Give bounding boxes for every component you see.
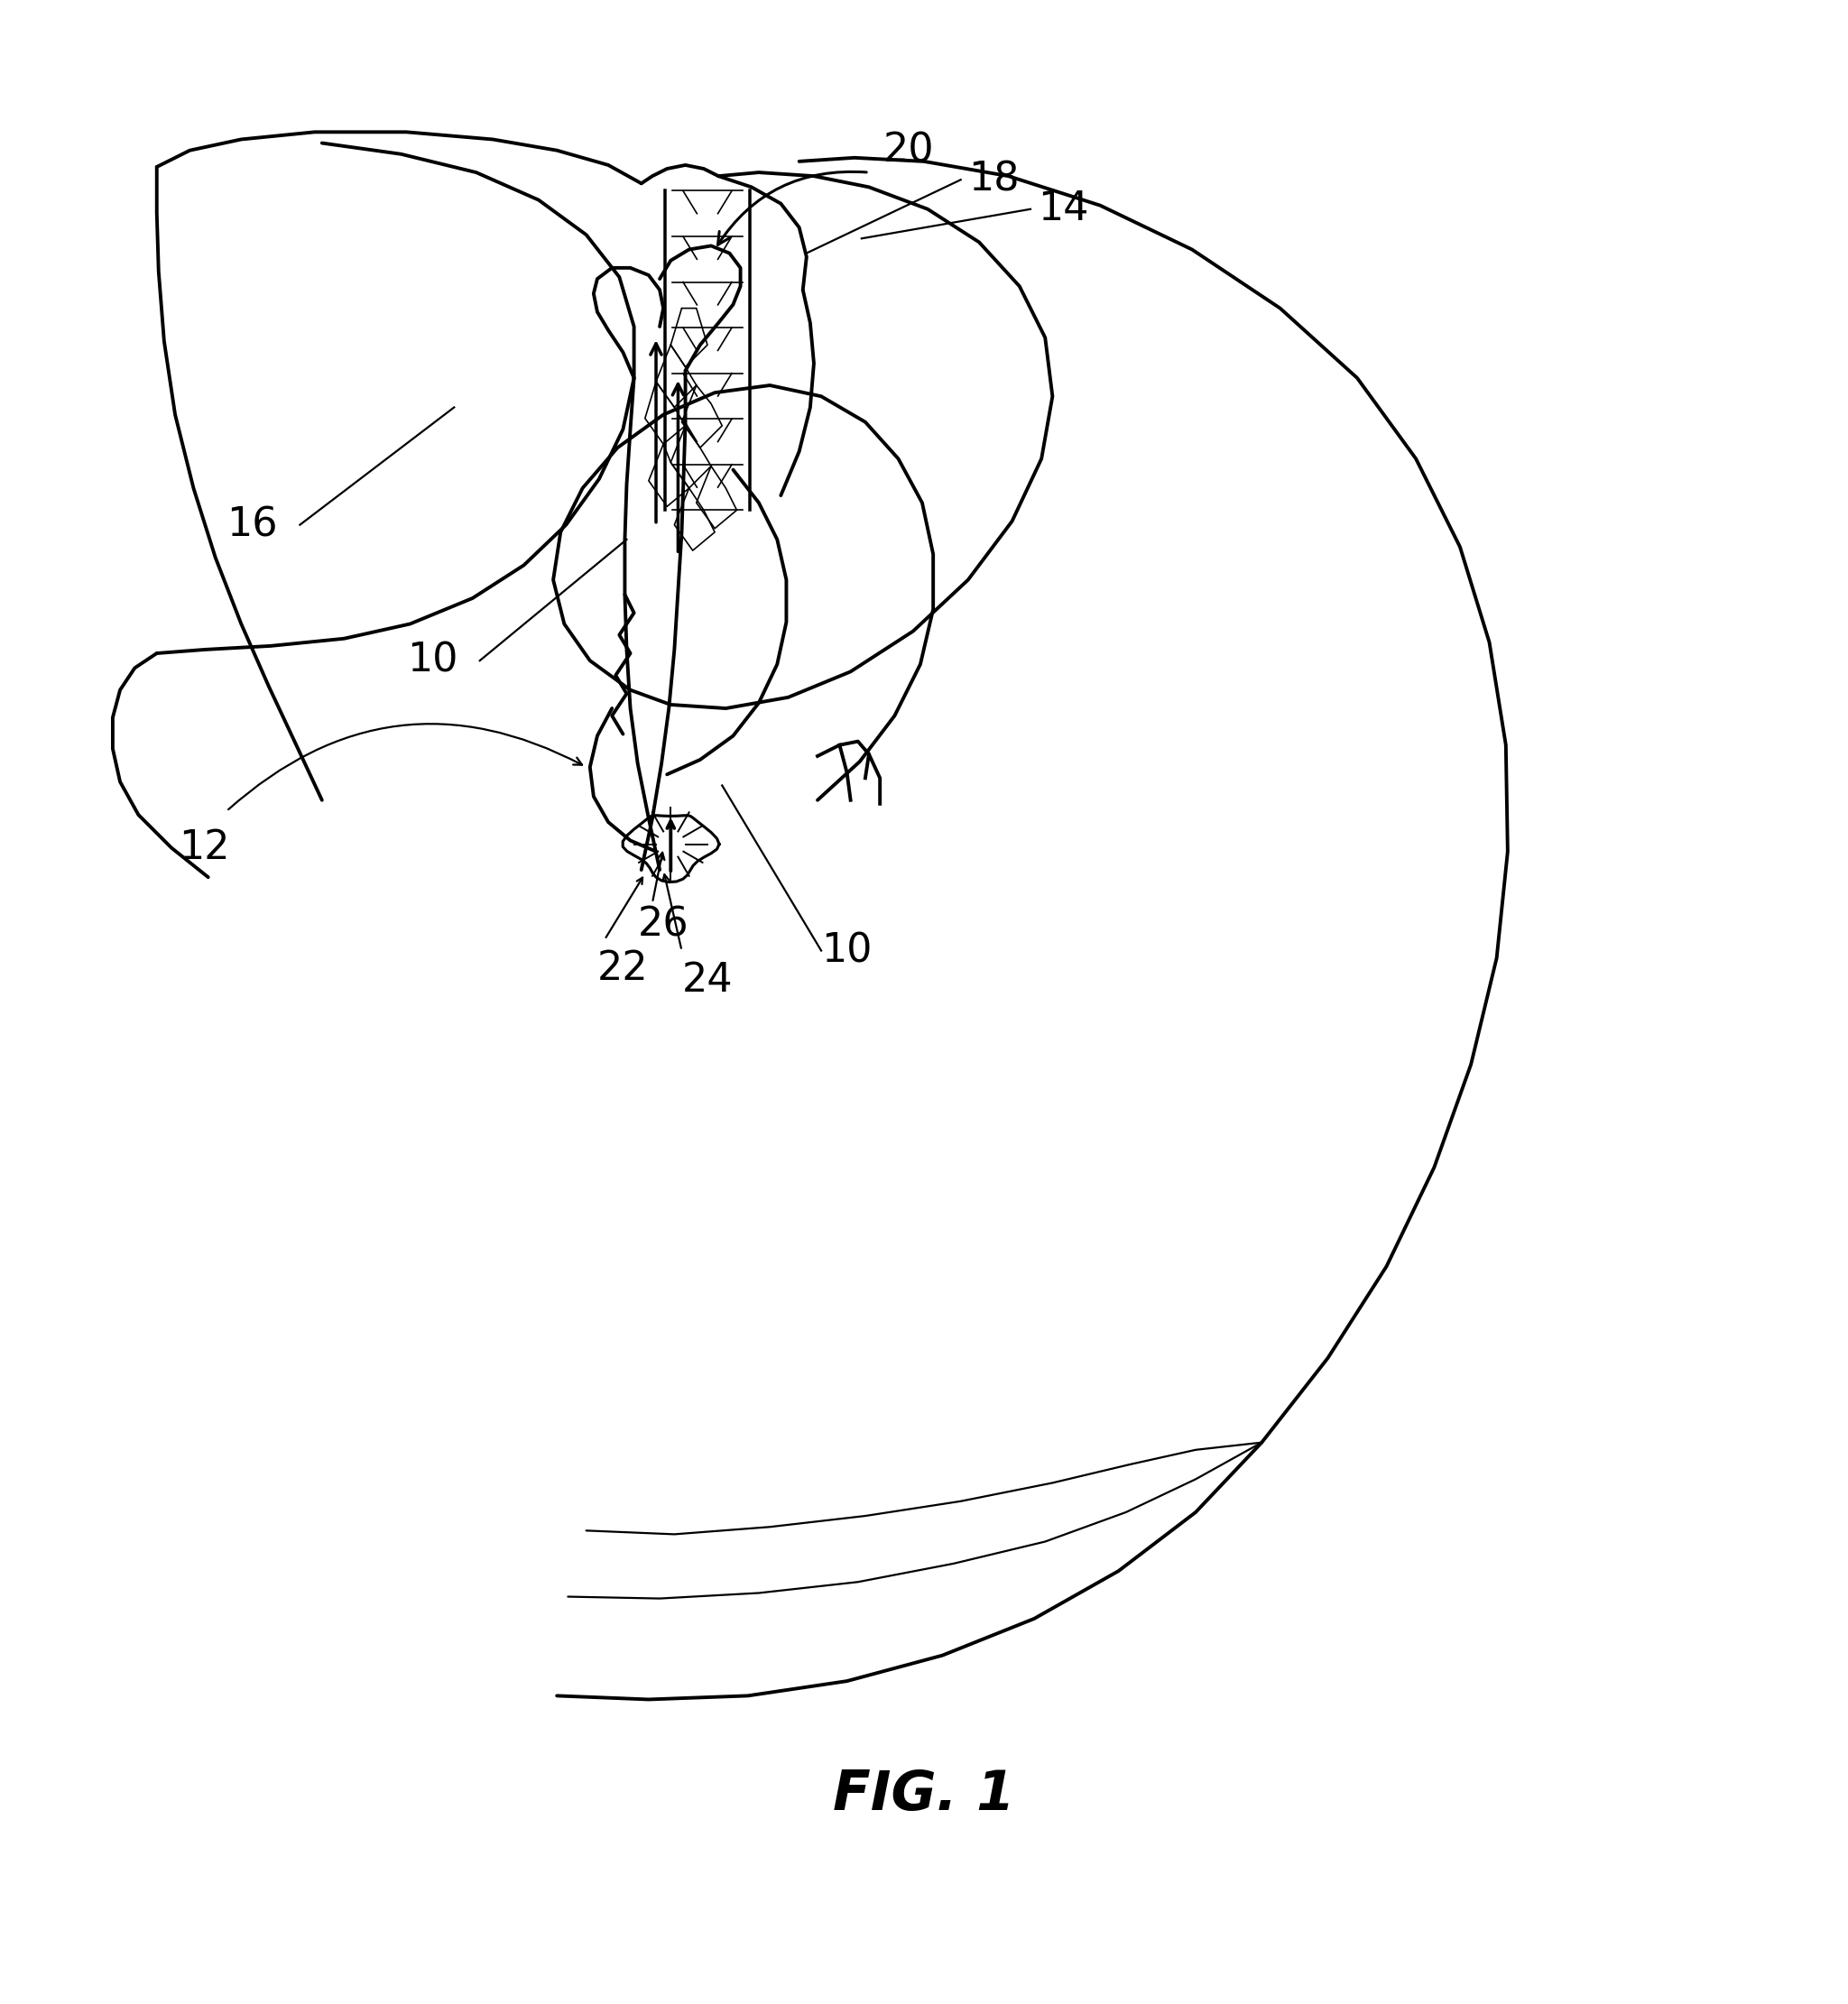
Text: 22: 22 [597,950,649,988]
Text: 12: 12 [179,828,229,868]
Text: FIG. 1: FIG. 1 [833,1768,1015,1822]
Text: 26: 26 [638,906,689,944]
Text: 24: 24 [682,960,734,1000]
Text: 16: 16 [227,505,277,545]
Text: 14: 14 [1039,190,1088,228]
Text: 18: 18 [968,160,1018,198]
Text: 10: 10 [407,641,458,679]
Text: 20: 20 [883,130,935,170]
Text: 10: 10 [821,932,872,970]
